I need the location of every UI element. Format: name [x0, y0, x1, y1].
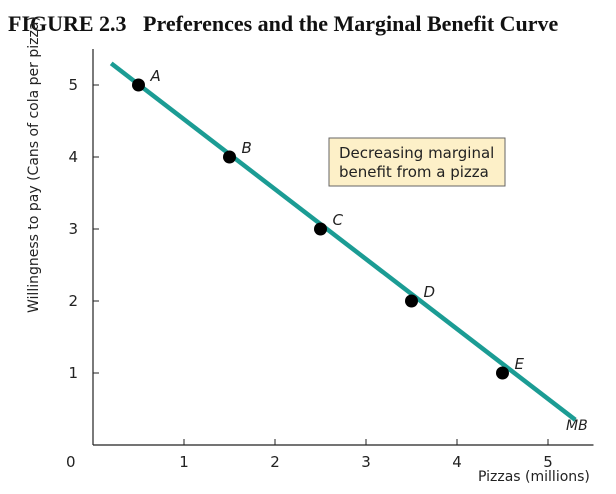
data-point-d: [405, 294, 418, 308]
y-axis-label: Willingness to pay (Cans of cola per piz…: [26, 16, 42, 313]
y-tick-label: 5: [68, 76, 78, 94]
point-label-d: D: [424, 283, 436, 301]
annotation-box: Decreasing marginal benefit from a pizza: [328, 137, 506, 187]
y-tick-label: 3: [68, 220, 78, 238]
annotation-background: [328, 137, 506, 187]
data-point-c: [314, 222, 327, 236]
data-point-b: [223, 150, 236, 164]
x-tick-label: 0: [66, 453, 76, 471]
x-tick-label: 2: [270, 453, 280, 471]
x-tick-label: 4: [452, 453, 462, 471]
x-tick-label: 3: [361, 453, 371, 471]
point-label-c: C: [333, 211, 344, 229]
x-axis-ticks: 0 1 2 3 4 5: [66, 439, 553, 471]
point-label-e: E: [515, 355, 525, 373]
annotation-line-1: Decreasing marginal: [339, 144, 494, 162]
point-label-b: B: [242, 139, 252, 157]
figure-title: FIGURE 2.3 Preferences and the Marginal …: [8, 11, 559, 36]
data-point-a: [132, 78, 145, 92]
y-tick-label: 1: [68, 364, 78, 382]
mb-curve-line: [109, 61, 577, 422]
y-tick-label: 2: [68, 292, 78, 310]
y-tick-label: 4: [68, 148, 78, 166]
chart: 0 1 2 3 4 5 1 2 3 4 5 Pizzas (millions) Willingne…: [26, 16, 594, 485]
x-tick-label: 5: [543, 453, 553, 471]
y-axis-ticks: 1 2 3 4 5: [68, 76, 99, 382]
data-point-e: [496, 366, 509, 380]
series-label-mb: MB: [566, 418, 588, 434]
mb-series: A B C D E: [109, 61, 577, 422]
point-label-a: A: [150, 67, 161, 85]
x-tick-label: 1: [179, 453, 189, 471]
annotation-line-2: benefit from a pizza: [339, 163, 489, 181]
axes: [92, 49, 594, 446]
x-axis-label: Pizzas (millions): [478, 469, 590, 485]
